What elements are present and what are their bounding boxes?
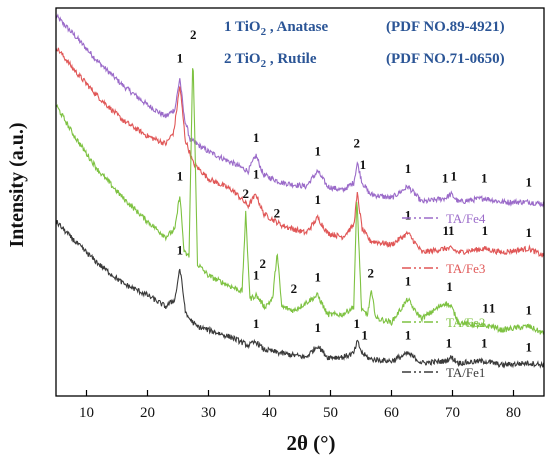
peak-label: 1 bbox=[443, 223, 450, 238]
peak-label: 1 bbox=[482, 223, 489, 238]
peak-label: 2 bbox=[242, 186, 249, 201]
peak-label: 1 bbox=[442, 171, 449, 186]
peak-label: 2 bbox=[353, 136, 360, 151]
phase-annotation: 1 TiO2 , Anatase (PDF NO.89-4921)2 TiO2 ,… bbox=[224, 19, 505, 70]
phase-formula: TiO bbox=[235, 51, 261, 67]
peak-label: 1 bbox=[448, 223, 455, 238]
peak-label: 1 bbox=[361, 328, 368, 343]
peak-label: 1 bbox=[526, 339, 533, 354]
peak-label: 1 bbox=[526, 225, 533, 240]
peak-label: 1 bbox=[177, 50, 184, 65]
peak-label: 2 bbox=[291, 281, 298, 296]
peak-label: 1 bbox=[177, 242, 184, 257]
peak-label: 1 bbox=[314, 192, 321, 207]
peak-label: 2 bbox=[274, 206, 281, 221]
peak-label: 1 bbox=[526, 174, 533, 189]
peak-label: 1 bbox=[360, 157, 367, 172]
y-axis-label: Intensity (a.u.) bbox=[6, 122, 28, 247]
peak-label: 1 bbox=[314, 143, 321, 158]
phase-subscript: 2 bbox=[261, 26, 267, 38]
x-tick-label: 50 bbox=[323, 405, 338, 421]
x-tick-label: 60 bbox=[384, 405, 399, 421]
legend: TA/Fe4 TA/Fe3 TA/Fe2 TA/Fe1 bbox=[402, 211, 486, 380]
peak-label: 1 bbox=[253, 130, 260, 145]
legend-label-ta-fe3: TA/Fe3 bbox=[446, 261, 485, 276]
legend-label-ta-fe2: TA/Fe2 bbox=[446, 315, 485, 330]
series-layer bbox=[55, 13, 545, 369]
x-tick-label: 70 bbox=[445, 405, 460, 421]
phase-pdf-2: (PDF NO.71-0650) bbox=[386, 51, 505, 67]
peak-label: 1 bbox=[314, 270, 321, 285]
x-tick-label: 40 bbox=[262, 405, 277, 421]
legend-label-ta-fe1: TA/Fe1 bbox=[446, 365, 485, 380]
phase-name: , Anatase bbox=[266, 19, 328, 35]
peak-label: 1 bbox=[405, 207, 412, 222]
legend-label-ta-fe4: TA/Fe4 bbox=[446, 211, 486, 226]
peak-label: 1 bbox=[253, 268, 260, 283]
peak-label: 1 bbox=[353, 316, 360, 331]
peak-label: 2 bbox=[368, 266, 375, 281]
phase-key: 2 bbox=[224, 51, 235, 67]
peak-label: 1 bbox=[253, 316, 260, 331]
x-axis: 10 20 30 40 50 60 70 80 bbox=[79, 390, 521, 421]
phase-name: , Rutile bbox=[266, 51, 317, 67]
plot-frame bbox=[55, 7, 545, 397]
series-line-ta-fe3 bbox=[55, 47, 545, 258]
peak-label: 1 bbox=[446, 336, 453, 351]
peak-label: 1 bbox=[177, 169, 184, 184]
x-tick-label: 10 bbox=[79, 405, 94, 421]
peak-label: 1 bbox=[405, 273, 412, 288]
series-line-ta-fe4 bbox=[55, 13, 545, 208]
peak-label: 2 bbox=[190, 27, 197, 42]
peak-label: 2 bbox=[260, 256, 267, 271]
x-tick-label: 30 bbox=[201, 405, 216, 421]
phase-subscript: 2 bbox=[261, 58, 267, 70]
peak-label: 1 bbox=[405, 328, 412, 343]
peak-label: 1 bbox=[405, 161, 412, 176]
peak-label: 1 bbox=[489, 301, 496, 316]
series-line-ta-fe1 bbox=[55, 220, 545, 369]
phase-annotation-1: 1 TiO2 , Anatase bbox=[224, 19, 328, 38]
peak-label: 1 bbox=[446, 279, 453, 294]
x-tick-label: 20 bbox=[140, 405, 155, 421]
peak-label: 1 bbox=[481, 336, 488, 351]
peak-label: 1 bbox=[450, 169, 457, 184]
phase-annotation-2: 2 TiO2 , Rutile bbox=[224, 51, 317, 70]
phase-pdf-1: (PDF NO.89-4921) bbox=[386, 19, 505, 35]
peak-label: 1 bbox=[482, 301, 489, 316]
peak-label: 1 bbox=[526, 303, 533, 318]
x-axis-label: 2θ (°) bbox=[286, 431, 335, 455]
peak-label: 1 bbox=[253, 167, 260, 182]
peak-label: 1 bbox=[481, 171, 488, 186]
series-line-ta-fe2 bbox=[55, 68, 544, 335]
phase-formula: TiO bbox=[235, 19, 261, 35]
x-tick-label: 80 bbox=[506, 405, 521, 421]
peak-label: 1 bbox=[314, 320, 321, 335]
phase-key: 1 bbox=[224, 19, 235, 35]
